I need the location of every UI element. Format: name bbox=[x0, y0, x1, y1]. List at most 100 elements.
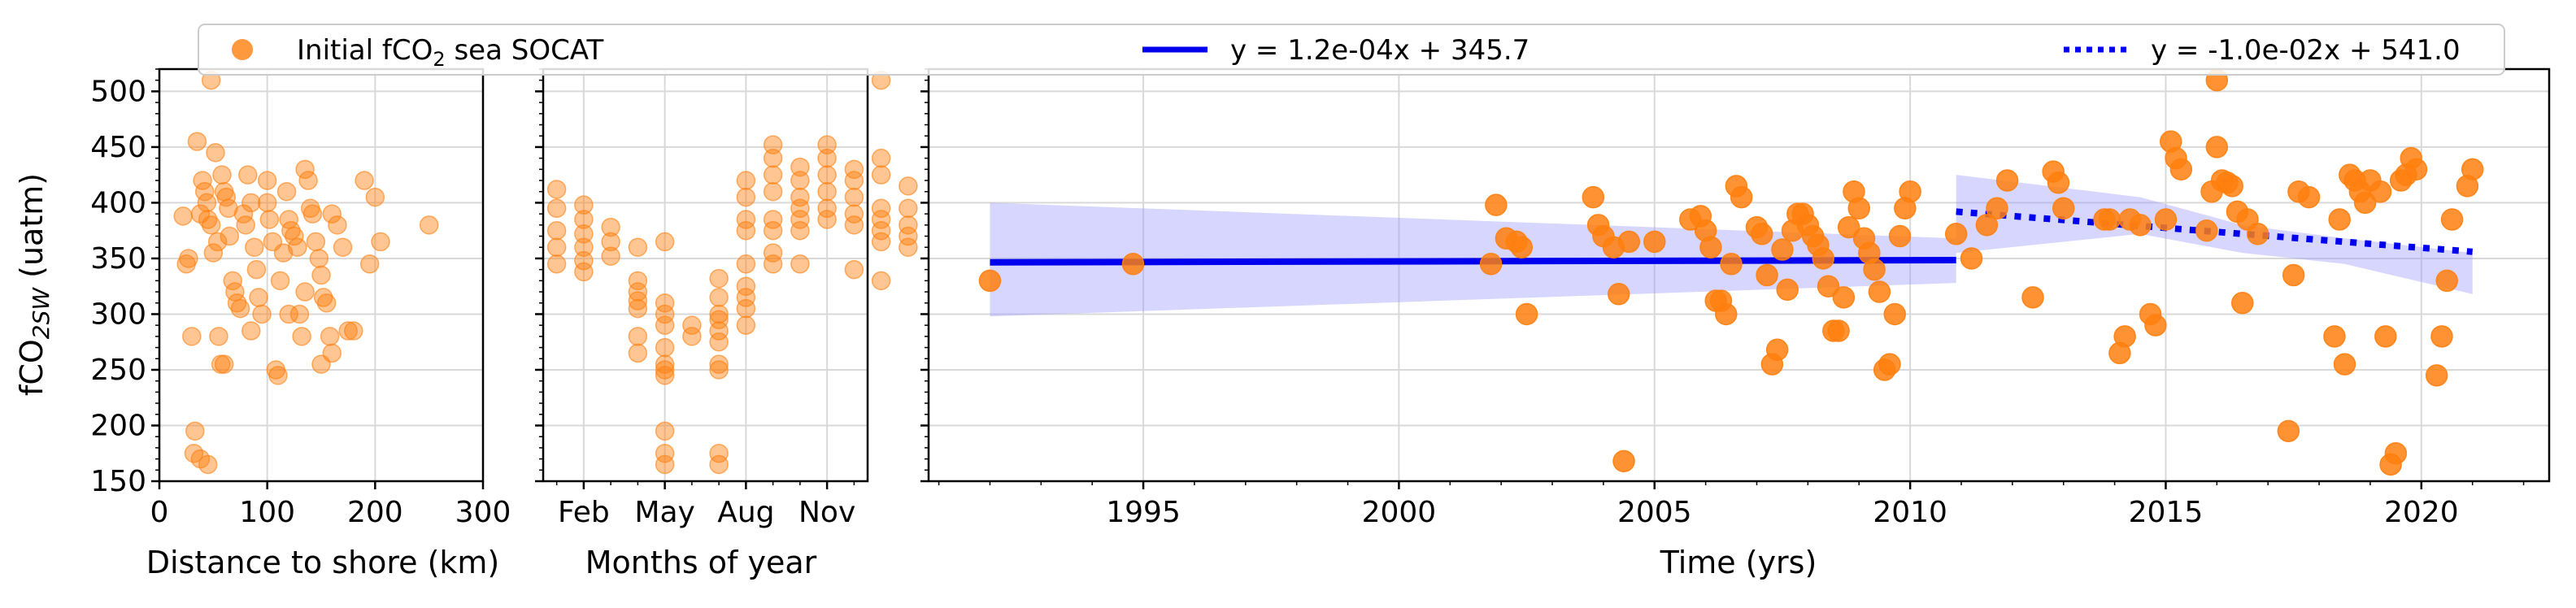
data-point-months bbox=[763, 165, 783, 185]
data-point-months bbox=[574, 237, 594, 257]
data-point-months bbox=[655, 293, 675, 313]
data-point-time bbox=[2129, 214, 2152, 237]
data-point-time bbox=[1878, 353, 1901, 376]
data-point-distance bbox=[355, 171, 374, 190]
data-point-distance bbox=[219, 198, 238, 219]
data-point-time bbox=[2113, 325, 2136, 348]
data-point-months bbox=[817, 148, 837, 168]
data-point-months bbox=[709, 443, 729, 463]
data-point-months bbox=[844, 215, 864, 235]
data-point-time bbox=[2277, 419, 2300, 443]
data-point-time bbox=[1995, 169, 2019, 192]
y-axis-label-sub: 2SW bbox=[28, 287, 54, 340]
data-point-months bbox=[736, 220, 756, 241]
data-point-time bbox=[1612, 449, 1635, 473]
data-point-distance bbox=[268, 366, 288, 385]
data-point-time bbox=[1608, 283, 1630, 306]
data-point-months bbox=[655, 232, 675, 252]
data-point-months bbox=[844, 259, 864, 280]
data-point-time bbox=[2021, 286, 2044, 309]
data-point-months bbox=[546, 254, 567, 274]
data-point-distance bbox=[419, 215, 439, 235]
tick-label-x-time: 2010 bbox=[1873, 496, 1947, 529]
data-point-time bbox=[2098, 208, 2121, 231]
data-point-time bbox=[2404, 158, 2428, 181]
data-point-months bbox=[655, 360, 675, 380]
data-point-time bbox=[1832, 286, 1856, 309]
data-point-months bbox=[871, 232, 891, 252]
data-point-distance bbox=[212, 165, 232, 185]
data-point-months bbox=[763, 181, 783, 202]
data-point-months bbox=[844, 187, 864, 207]
data-point-months bbox=[546, 220, 567, 241]
data-point-months bbox=[628, 237, 648, 257]
data-point-distance bbox=[359, 254, 380, 274]
data-point-distance bbox=[320, 327, 340, 346]
data-point-time bbox=[1730, 185, 1753, 209]
data-point-months bbox=[628, 271, 648, 291]
data-point-months bbox=[790, 254, 810, 274]
data-point-time bbox=[2297, 185, 2321, 209]
data-point-months bbox=[817, 135, 837, 154]
data-point-time bbox=[1485, 193, 1508, 216]
data-point-distance bbox=[244, 237, 264, 257]
data-point-months bbox=[871, 220, 891, 241]
data-point-distance bbox=[295, 282, 315, 302]
data-point-distance bbox=[203, 243, 224, 263]
tick-label-x-months: Feb bbox=[558, 496, 610, 529]
tick-label-x-months: May bbox=[634, 496, 694, 529]
data-point-distance bbox=[230, 298, 250, 319]
data-point-time bbox=[2221, 175, 2243, 198]
data-point-distance bbox=[281, 220, 301, 241]
data-point-distance bbox=[365, 187, 385, 207]
data-point-months bbox=[709, 310, 729, 330]
data-point-distance bbox=[257, 193, 277, 213]
data-point-distance bbox=[182, 327, 202, 346]
data-point-time bbox=[2353, 191, 2377, 215]
legend-points-main: Initial fCO bbox=[297, 34, 433, 67]
data-point-time bbox=[2205, 136, 2229, 159]
data-point-distance bbox=[309, 249, 329, 268]
data-point-months bbox=[574, 195, 594, 215]
data-point-time bbox=[1643, 230, 1666, 254]
data-point-months bbox=[871, 271, 891, 291]
tick-label-x-distance: 100 bbox=[239, 496, 295, 529]
data-point-time bbox=[2169, 158, 2193, 181]
data-point-months bbox=[899, 198, 918, 219]
data-point-months bbox=[763, 254, 783, 274]
data-point-time bbox=[2374, 325, 2397, 348]
data-point-distance bbox=[270, 271, 290, 291]
data-point-distance bbox=[246, 259, 267, 280]
data-point-distance bbox=[214, 354, 234, 374]
data-point-months bbox=[628, 343, 648, 363]
data-point-distance bbox=[328, 215, 347, 235]
data-point-months bbox=[655, 421, 675, 441]
data-point-time bbox=[1715, 302, 1738, 326]
data-point-distance bbox=[252, 304, 272, 324]
data-point-months bbox=[790, 220, 810, 241]
tick-label-x-distance: 0 bbox=[150, 496, 169, 529]
data-point-time bbox=[2144, 314, 2167, 337]
data-point-months bbox=[628, 298, 648, 319]
data-point-time bbox=[1771, 238, 1794, 261]
data-point-distance bbox=[289, 304, 310, 324]
data-point-time bbox=[2430, 325, 2453, 348]
tick-label-x-time: 2020 bbox=[2384, 496, 2459, 529]
data-point-time bbox=[2435, 269, 2459, 293]
data-point-months bbox=[655, 454, 675, 475]
data-point-distance bbox=[338, 321, 358, 341]
data-point-distance bbox=[259, 210, 280, 229]
data-point-distance bbox=[201, 215, 221, 235]
data-point-distance bbox=[302, 204, 323, 224]
data-point-time bbox=[2369, 180, 2392, 203]
data-point-months bbox=[899, 226, 918, 246]
data-point-time bbox=[1765, 338, 1789, 362]
data-point-months bbox=[655, 354, 675, 374]
panel-distance-to-shore: 150 200 250 300 350 400 450 500 0 100 200 300 Dista… bbox=[14, 67, 511, 580]
data-point-time bbox=[1883, 302, 1907, 326]
data-point-months bbox=[574, 262, 594, 282]
data-point-months bbox=[546, 237, 567, 257]
data-point-months bbox=[736, 288, 756, 307]
tick-label-x-time: 2000 bbox=[1362, 496, 1437, 529]
data-point-months bbox=[546, 198, 567, 219]
